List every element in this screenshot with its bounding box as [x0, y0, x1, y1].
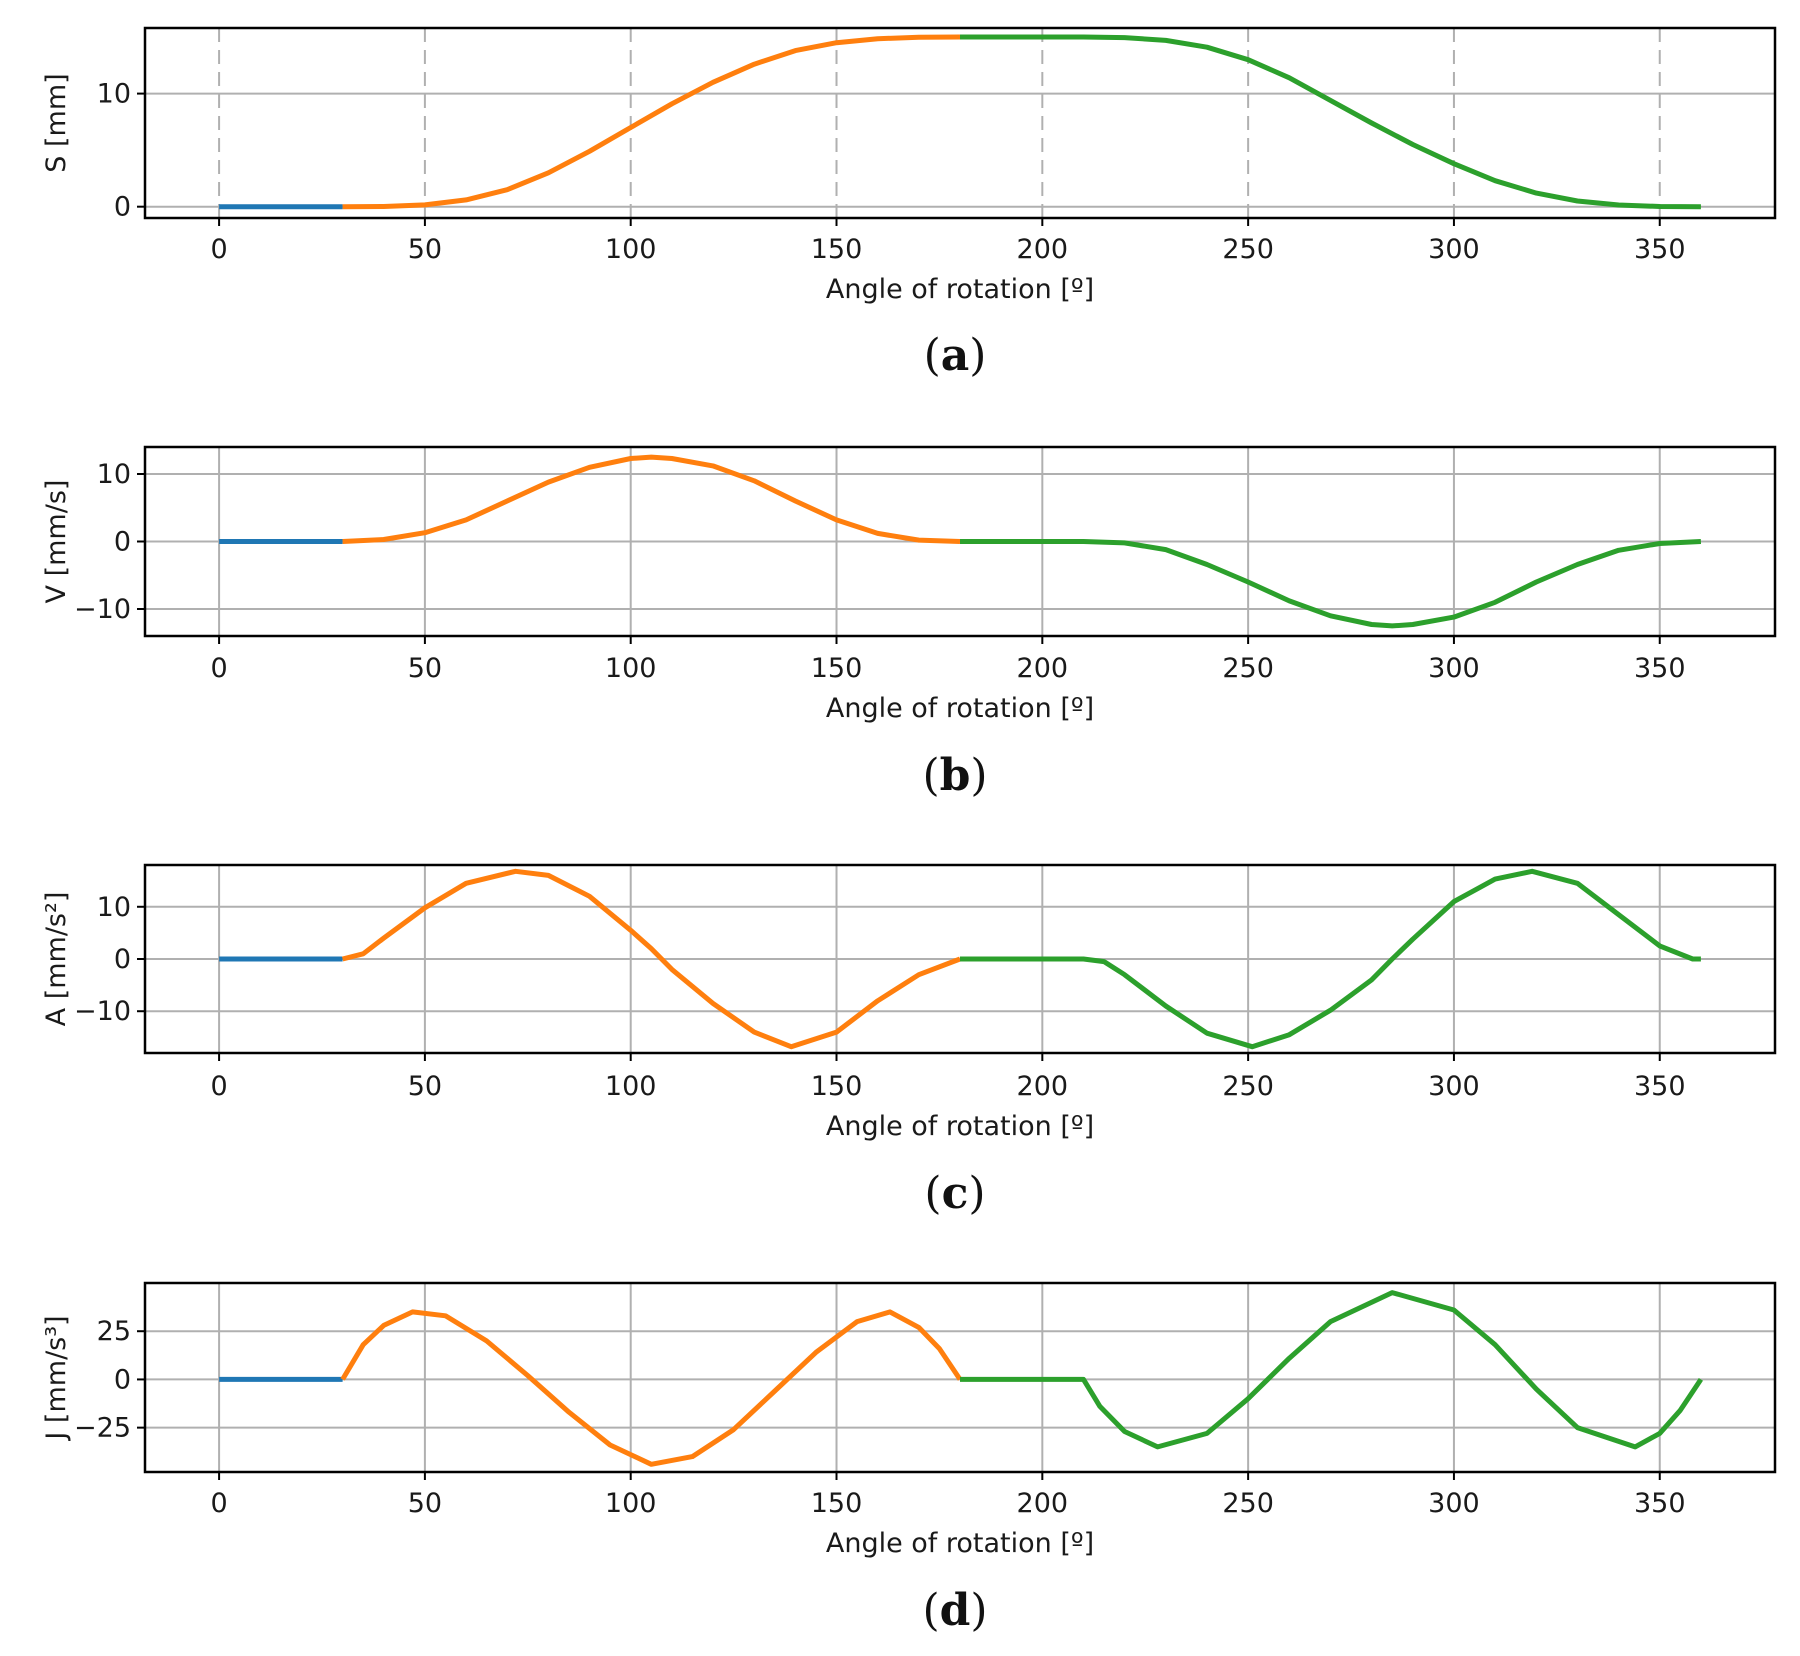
x-tick-label: 50 [408, 1488, 442, 1519]
series-line-return [960, 868, 1701, 1050]
x-tick-label: 150 [811, 1071, 863, 1102]
y-tick-label: 10 [97, 459, 131, 490]
x-tick-label: 0 [210, 1071, 227, 1102]
x-tick-label: 150 [811, 1488, 863, 1519]
series-line-return [960, 539, 1702, 629]
y-tick-label: 10 [97, 892, 131, 923]
x-tick-label: 0 [210, 653, 227, 684]
x-axis-label: Angle of rotation [º] [826, 693, 1094, 724]
x-tick-label: 350 [1634, 234, 1686, 265]
x-tick-label: 200 [1017, 1071, 1069, 1102]
x-tick-label: 250 [1222, 1488, 1274, 1519]
x-tick-label: 350 [1634, 1488, 1686, 1519]
series-line-rise [342, 34, 961, 210]
series-line-rise [342, 454, 961, 544]
y-axis-label: V [mm/s] [41, 480, 72, 604]
y-tick-label: 0 [114, 527, 131, 558]
x-tick-label: 150 [811, 653, 863, 684]
x-tick-label: 350 [1634, 653, 1686, 684]
x-tick-label: 100 [605, 653, 657, 684]
x-tick-label: 100 [605, 1488, 657, 1519]
y-tick-label: 10 [97, 79, 131, 110]
x-tick-label: 50 [408, 653, 442, 684]
plot-frame [143, 1281, 1777, 1474]
y-tick-label: −25 [74, 1413, 131, 1444]
x-tick-label: 250 [1222, 1071, 1274, 1102]
x-tick-label: 0 [210, 1488, 227, 1519]
y-tick-label: −10 [74, 996, 131, 1027]
y-tick-label: 0 [114, 1364, 131, 1395]
x-tick-label: 300 [1428, 1488, 1480, 1519]
x-tick-label: 0 [210, 234, 227, 265]
panel-label: (c) [924, 1168, 985, 1219]
x-tick-label: 250 [1222, 653, 1274, 684]
y-axis-label: A [mm/s²] [41, 892, 72, 1027]
x-axis-label: Angle of rotation [º] [826, 274, 1094, 305]
series-line-rise [341, 868, 961, 1050]
x-tick-label: 200 [1017, 234, 1069, 265]
y-tick-label: −10 [74, 594, 131, 625]
series-line-return [960, 34, 1701, 210]
panel-label: (a) [924, 330, 987, 381]
y-axis-label: S [mm] [41, 73, 72, 172]
x-axis-label: Angle of rotation [º] [826, 1528, 1094, 1559]
x-tick-label: 150 [811, 234, 863, 265]
x-tick-label: 200 [1017, 1488, 1069, 1519]
panel-label: (d) [922, 1585, 987, 1636]
x-tick-label: 300 [1428, 1071, 1480, 1102]
chart-panel-c: 0 50 100 150 200 250 300 350 −10 0 10 Angle of rota… [41, 863, 1777, 1219]
chart-panel-b: 0 50 100 150 200 250 300 350 −10 0 10 Angle of rota… [41, 445, 1777, 801]
y-tick-label: 25 [97, 1316, 131, 1347]
x-tick-label: 50 [408, 234, 442, 265]
chart-panel-a: 0 50 100 150 200 250 300 350 0 10 Angle of rotatio… [41, 26, 1777, 381]
plot-frame [143, 26, 1777, 220]
x-tick-label: 100 [605, 1071, 657, 1102]
x-tick-label: 250 [1222, 234, 1274, 265]
panel-label: (b) [922, 750, 987, 801]
x-tick-label: 300 [1428, 234, 1480, 265]
series-line-return [960, 1290, 1703, 1450]
x-tick-label: 50 [408, 1071, 442, 1102]
y-axis-label: J [mm/s³] [41, 1315, 72, 1441]
y-tick-label: 0 [114, 192, 131, 223]
x-tick-label: 200 [1017, 653, 1069, 684]
series-line-rise [340, 1309, 963, 1467]
chart-panel-d: 0 50 100 150 200 250 300 350 −25 0 25 Angle of rota… [41, 1281, 1777, 1636]
x-tick-label: 300 [1428, 653, 1480, 684]
x-tick-label: 350 [1634, 1071, 1686, 1102]
y-tick-label: 0 [114, 944, 131, 975]
x-tick-label: 100 [605, 234, 657, 265]
x-axis-label: Angle of rotation [º] [826, 1111, 1094, 1142]
